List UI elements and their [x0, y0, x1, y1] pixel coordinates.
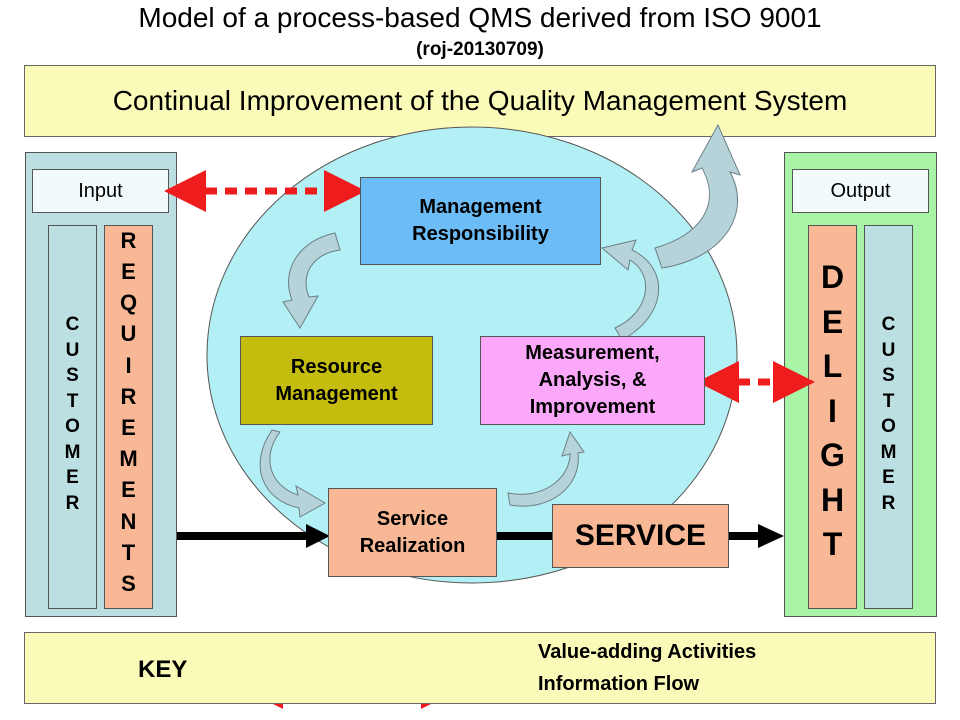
page-subtitle: (roj-20130709) [416, 39, 544, 60]
customer-letter: E [882, 467, 895, 488]
delight-letter: H [820, 481, 845, 518]
requirements-letter: S [121, 570, 136, 596]
key-panel [24, 632, 936, 704]
customer-letter: O [65, 416, 80, 437]
continual-improvement-banner: Continual Improvement of the Quality Man… [24, 65, 936, 137]
customer-letter: T [66, 390, 79, 412]
delight-letter: D [820, 259, 845, 296]
customer-letter: R [65, 492, 80, 514]
realization-line-1: Service [376, 507, 449, 530]
requirements-letter: I [125, 352, 132, 378]
key-information-flow-label: Information Flow [538, 673, 700, 695]
customer-letter: U [881, 339, 896, 361]
resource-line-2: Management [275, 382, 398, 405]
process-cycle-circle [206, 126, 738, 584]
realization-line-2: Realization [359, 534, 466, 557]
service-box: SERVICE [552, 504, 729, 568]
requirements-letter: R [120, 227, 137, 253]
page-title: Model of a process-based QMS derived fro… [138, 2, 822, 33]
delight-letter: G [820, 437, 845, 474]
measurement-line-1: Measurement, [525, 342, 660, 364]
input-label: Input [32, 169, 169, 213]
key-label: KEY [138, 656, 188, 683]
cycle-arrow-measurement-to-management [600, 239, 659, 341]
output-label: Output [792, 169, 929, 213]
cycle-arrow-resource-to-realization [259, 429, 327, 518]
delight-letter: E [821, 303, 844, 340]
key-value-adding-label: Value-adding Activities [538, 641, 757, 663]
service-realization-box: Service Realization [328, 488, 497, 577]
measurement-analysis-box: Measurement, Analysis, & Improvement [480, 336, 705, 425]
management-responsibility-box: Management Responsibility [360, 177, 601, 265]
requirements-letter: E [121, 259, 136, 285]
requirements-letter: R [120, 383, 137, 409]
customer-letter: E [66, 467, 79, 488]
requirements-letter: N [120, 508, 137, 534]
customer-letter: S [66, 365, 79, 386]
customer-letter: T [882, 390, 895, 412]
resource-line-1: Resource [290, 355, 383, 378]
cycle-arrow-realization-to-measurement [507, 430, 585, 507]
management-line-2: Responsibility [412, 223, 549, 245]
delight-letter: L [822, 348, 843, 385]
requirements-letter: U [120, 321, 137, 347]
customer-letter: M [64, 441, 81, 463]
requirements-letter: M [119, 446, 138, 472]
requirements-letter: E [121, 477, 136, 503]
delight-letter: I [828, 392, 837, 429]
value-flow-arrow-output-head [758, 524, 784, 548]
resource-management-box: Resource Management [240, 336, 433, 425]
customer-letter: C [65, 314, 80, 335]
delight-letter: T [822, 526, 843, 563]
customer-letter: R [881, 492, 896, 514]
customer-letter: M [880, 441, 897, 463]
requirements-letter: E [121, 415, 136, 440]
requirements-letter: Q [119, 290, 138, 316]
measurement-line-3: Improvement [529, 396, 656, 418]
measurement-line-2: Analysis, & [538, 369, 647, 391]
customer-letter: U [65, 339, 80, 361]
management-line-1: Management [419, 196, 542, 218]
customer-letter: S [882, 365, 895, 386]
customer-letter: C [881, 314, 896, 335]
customer-letter: O [881, 416, 896, 437]
cycle-arrow-management-to-resource [282, 232, 341, 329]
requirements-letter: T [121, 539, 136, 565]
continual-improvement-arrow [654, 123, 741, 269]
value-flow-arrow-input-head [306, 524, 330, 548]
